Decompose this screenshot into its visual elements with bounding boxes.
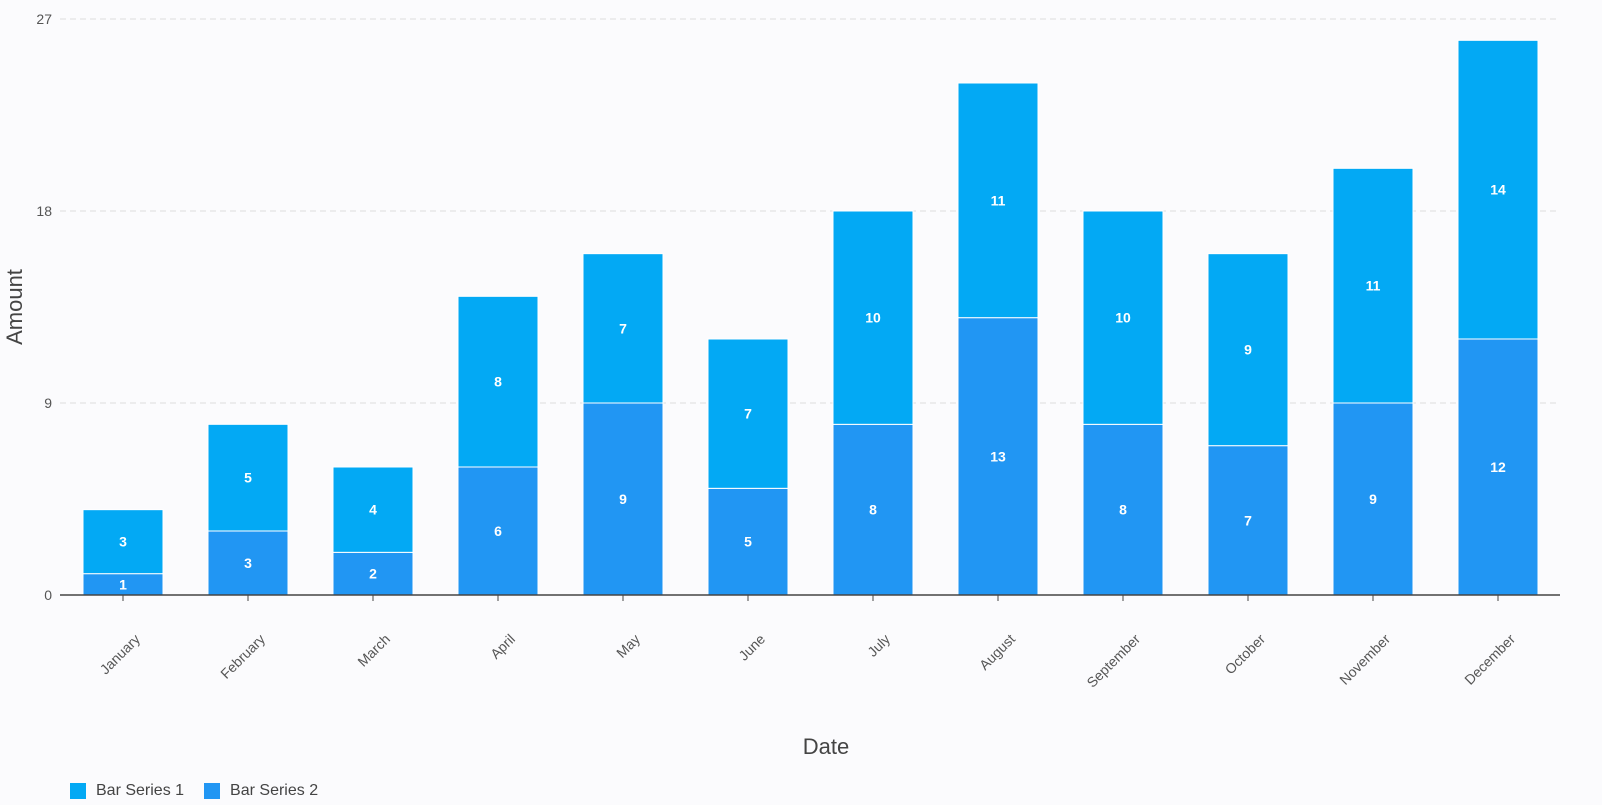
bar-bar-series-2 (457, 466, 539, 596)
bar-bar-series-2 (1332, 402, 1414, 596)
bar-value-label: 4 (369, 502, 377, 518)
bar-value-label: 7 (744, 406, 752, 422)
bar-value-label: 2 (369, 566, 377, 582)
legend-swatch (204, 783, 221, 799)
bar-bar-series-1 (207, 423, 289, 532)
y-tick-label: 9 (44, 395, 52, 411)
legend-label: Bar Series 2 (230, 782, 319, 799)
bar-value-label: 9 (619, 491, 627, 507)
bar-value-label: 10 (1115, 310, 1131, 326)
bar-value-label: 6 (494, 523, 502, 539)
bar-bar-series-1 (1207, 253, 1289, 447)
bar-bar-series-1 (332, 466, 414, 553)
x-tick-label: October (1222, 631, 1269, 678)
legend-item[interactable]: Bar Series 2 (204, 782, 318, 800)
grid-layer (60, 18, 1560, 404)
bar-value-label: 1 (119, 576, 127, 592)
bar-value-label: 7 (1244, 512, 1252, 528)
bar-value-label: 3 (244, 555, 252, 571)
bar-bar-series-2 (1082, 423, 1164, 596)
bar-bar-series-1 (957, 82, 1039, 319)
bar-value-label: 8 (1119, 502, 1127, 518)
bar-bar-series-1 (1082, 210, 1164, 425)
bar-value-label: 3 (119, 534, 127, 550)
bar-value-label: 9 (1369, 491, 1377, 507)
bar-value-label: 5 (744, 534, 752, 550)
bar-value-label: 11 (1366, 278, 1381, 294)
bar-value-label: 9 (1244, 342, 1252, 358)
legend-item[interactable]: Bar Series 1 (70, 782, 184, 800)
x-tick-label: March (354, 631, 393, 670)
x-tick-label: November (1336, 631, 1393, 688)
bar-value-label: 13 (990, 448, 1006, 464)
x-axis-title: Date (803, 734, 849, 759)
x-tick-label: August (976, 631, 1018, 673)
bar-bar-series-2 (957, 317, 1039, 596)
y-tick-label: 18 (36, 203, 52, 219)
x-tick-label: May (613, 631, 643, 661)
bar-bar-series-1 (1332, 167, 1414, 404)
y-tick-label: 0 (44, 587, 52, 603)
bar-value-label: 8 (869, 502, 877, 518)
legend-label: Bar Series 1 (96, 782, 185, 799)
bar-value-label: 5 (244, 470, 252, 486)
legend: Bar Series 1 Bar Series 2 (70, 782, 318, 800)
bar-value-label: 14 (1490, 182, 1506, 198)
bar-bar-series-2 (207, 530, 289, 596)
x-tick-label: September (1083, 631, 1143, 691)
bar-bar-series-1 (582, 253, 664, 404)
x-tick-label: February (217, 631, 268, 682)
x-tick-label: December (1461, 631, 1518, 688)
bar-bar-series-1 (457, 295, 539, 468)
bar-bar-series-2 (1457, 338, 1539, 596)
bar-bar-series-2 (707, 487, 789, 596)
x-tick-label: July (864, 631, 893, 660)
bar-bar-series-2 (832, 423, 914, 596)
bar-bar-series-1 (82, 509, 164, 575)
legend-swatch (70, 783, 86, 799)
y-axis-title: Amount (2, 269, 27, 345)
bar-value-label: 7 (619, 320, 627, 336)
bar-value-label: 10 (865, 310, 881, 326)
x-tick-label: June (735, 631, 768, 664)
bar-bar-series-1 (707, 338, 789, 489)
y-tick-label: 27 (36, 11, 52, 27)
bar-bar-series-1 (1457, 39, 1539, 340)
x-tick-label: April (487, 631, 518, 662)
bar-value-label: 12 (1490, 459, 1506, 475)
bar-bar-series-1 (832, 210, 914, 425)
bar-value-label: 11 (991, 192, 1006, 208)
x-tick-label: January (97, 631, 144, 678)
bar-bar-series-2 (582, 402, 664, 596)
bar-value-label: 8 (494, 374, 502, 390)
